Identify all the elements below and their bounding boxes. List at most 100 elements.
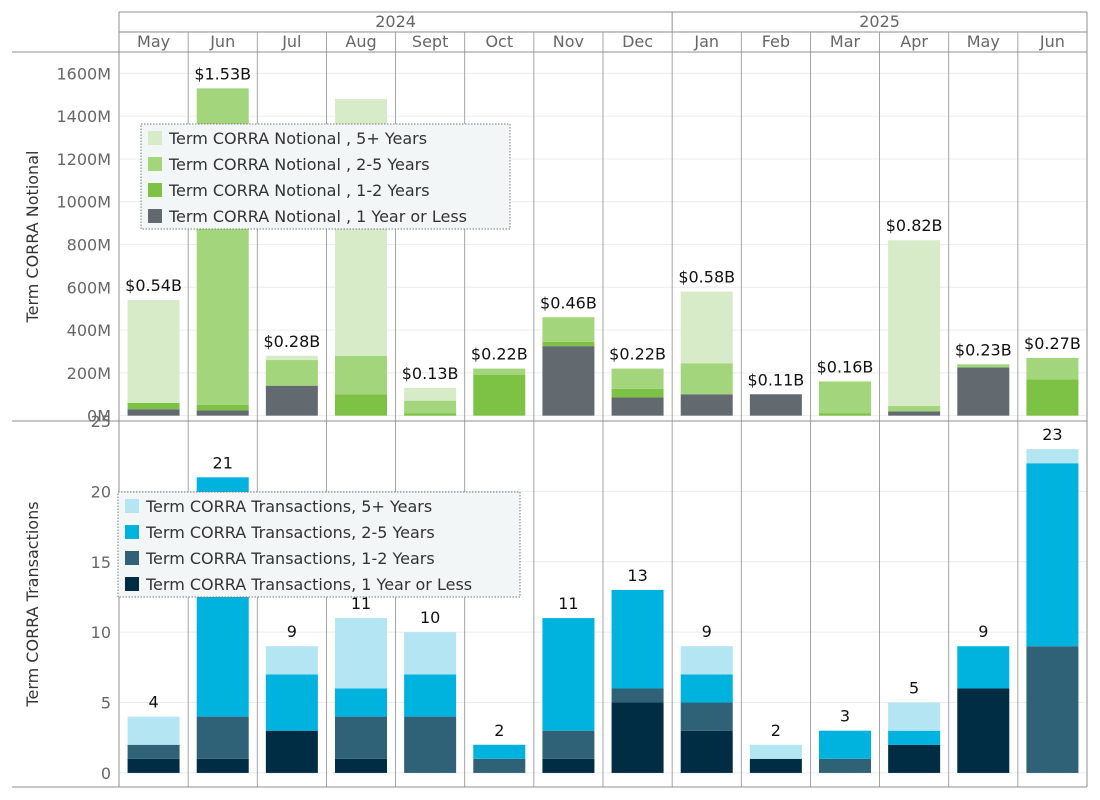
total-label-0-11: $0.82B <box>886 216 943 235</box>
legend-label-0-3: Term CORRA Notional , 1 Year or Less <box>168 207 467 226</box>
month-label-9: Feb <box>762 32 790 51</box>
bar-segment-0-4-3 <box>404 387 457 401</box>
total-label-0-5: $0.22B <box>471 345 528 364</box>
bar-segment-1-0-0 <box>127 758 180 773</box>
bar-segment-0-9-0 <box>749 394 802 416</box>
bar-segment-1-0-1 <box>127 744 180 759</box>
total-label-1-12: 9 <box>978 622 988 641</box>
y-tick-label: 15 <box>91 553 111 572</box>
bar-segment-1-7-0 <box>611 702 664 773</box>
total-label-1-13: 23 <box>1042 425 1062 444</box>
bar-segment-1-1-1 <box>196 716 249 759</box>
month-label-0: May <box>137 32 170 51</box>
y-tick-label: 0 <box>101 764 111 783</box>
total-label-0-4: $0.13B <box>402 364 459 383</box>
bar-segment-1-13-1 <box>1026 646 1079 773</box>
month-label-8: Jan <box>693 32 719 51</box>
bar-segment-1-1-0 <box>196 758 249 773</box>
bar-segment-0-5-2 <box>473 368 526 376</box>
total-label-0-0: $0.54B <box>125 276 182 295</box>
y-tick-label: 400M <box>67 321 111 340</box>
legend-swatch-1-3 <box>125 577 139 591</box>
bar-segment-1-3-2 <box>335 688 387 717</box>
legend-box-1 <box>117 491 521 598</box>
bar-segment-0-11-3 <box>888 240 941 407</box>
y-axis-title-0: Term CORRA Notional <box>23 151 42 324</box>
bar-segment-0-6-2 <box>542 317 595 342</box>
legend-swatch-1-2 <box>125 551 139 565</box>
bar-segment-1-4-3 <box>404 632 457 675</box>
bar-segment-0-1-1 <box>196 404 249 411</box>
bar-segment-1-2-3 <box>265 646 318 675</box>
bar-segment-1-2-2 <box>265 674 318 731</box>
bar-segment-0-7-1 <box>611 388 664 398</box>
y-tick-label: 1400M <box>56 107 111 126</box>
month-label-5: Oct <box>485 32 513 51</box>
total-label-1-3: 11 <box>351 594 371 613</box>
total-label-0-7: $0.22B <box>609 345 666 364</box>
bar-segment-0-2-2 <box>265 360 318 386</box>
bar-segment-1-7-2 <box>611 589 664 689</box>
total-label-0-9: $0.11B <box>747 370 804 389</box>
legend-swatch-1-0 <box>125 499 139 513</box>
bar-segment-1-5-2 <box>473 744 526 759</box>
y-tick-label: 20 <box>91 482 111 501</box>
bar-segment-1-10-1 <box>819 758 871 773</box>
total-label-1-1: 21 <box>213 453 233 472</box>
total-label-1-6: 11 <box>558 594 578 613</box>
bar-segment-1-8-0 <box>680 730 733 773</box>
y-tick-label: 1000M <box>56 193 111 212</box>
bar-segment-1-6-2 <box>542 618 595 731</box>
bar-segment-1-5-1 <box>473 758 526 773</box>
total-label-1-5: 2 <box>494 721 504 740</box>
legend-swatch-0-3 <box>148 209 162 223</box>
legend-box-0 <box>140 123 511 230</box>
legend-label-1-3: Term CORRA Transactions, 1 Year or Less <box>145 575 472 594</box>
total-label-0-10: $0.16B <box>817 357 874 376</box>
month-label-4: Sept <box>412 32 448 51</box>
bar-segment-1-10-2 <box>819 730 871 759</box>
bar-segment-0-5-1 <box>473 375 526 416</box>
y-tick-label: 5 <box>101 694 111 713</box>
bar-segment-1-3-3 <box>335 618 387 689</box>
bar-segment-1-13-2 <box>1026 463 1079 647</box>
bar-segment-0-1-0 <box>196 410 249 416</box>
bar-segment-0-0-3 <box>127 300 180 403</box>
total-label-0-2: $0.28B <box>263 332 320 351</box>
legend-label-1-0: Term CORRA Transactions, 5+ Years <box>145 497 432 516</box>
bar-segment-1-7-1 <box>611 688 664 703</box>
bar-segment-1-9-3 <box>749 744 802 759</box>
total-label-1-11: 5 <box>909 679 919 698</box>
bar-segment-1-8-1 <box>680 702 733 731</box>
bar-segment-1-2-0 <box>265 730 318 773</box>
bar-segment-0-4-1 <box>404 413 457 416</box>
month-label-13: Jun <box>1039 32 1065 51</box>
total-label-0-12: $0.23B <box>955 340 1012 359</box>
bar-segment-1-6-0 <box>542 758 595 773</box>
legend-label-0-0: Term CORRA Notional , 5+ Years <box>168 129 427 148</box>
bar-segment-1-6-1 <box>542 730 595 759</box>
bar-segment-1-12-0 <box>957 688 1010 773</box>
bar-segment-1-0-3 <box>127 716 180 745</box>
bar-segment-1-4-1 <box>404 716 457 773</box>
bar-segment-1-12-2 <box>957 646 1010 689</box>
bar-segment-0-7-2 <box>611 368 664 389</box>
total-label-0-6: $0.46B <box>540 293 597 312</box>
month-label-6: Nov <box>553 32 584 51</box>
total-label-1-4: 10 <box>420 608 440 627</box>
total-label-1-0: 4 <box>148 693 158 712</box>
legend-label-0-2: Term CORRA Notional , 1-2 Years <box>168 181 430 200</box>
bar-segment-1-11-2 <box>888 730 941 745</box>
month-label-3: Aug <box>345 32 376 51</box>
bar-segment-1-3-0 <box>335 758 387 773</box>
bar-segment-0-0-1 <box>127 402 180 410</box>
bar-segment-0-6-1 <box>542 341 595 347</box>
month-label-1: Jun <box>209 32 235 51</box>
legends: Term CORRA Notional , 5+ Years Term CORRA… <box>117 123 521 598</box>
bar-segment-1-8-2 <box>680 674 733 703</box>
y-tick-label: 1600M <box>56 64 111 83</box>
legend-label-1-1: Term CORRA Transactions, 2-5 Years <box>145 523 435 542</box>
bar-segment-0-6-0 <box>542 346 595 416</box>
total-label-1-2: 9 <box>287 622 297 641</box>
year-header-2025: 2025 <box>859 12 900 31</box>
